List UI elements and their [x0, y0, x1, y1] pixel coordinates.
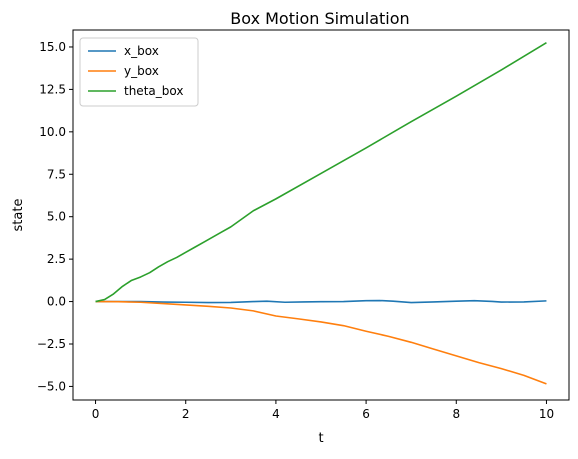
series-line-theta-box [95, 42, 547, 303]
series-line-x-box [95, 299, 547, 304]
x-tick-label: 6 [362, 407, 370, 421]
y-tick-label: 15.0 [39, 40, 66, 54]
legend-box [79, 37, 199, 107]
y-tick-label: −5.0 [37, 379, 66, 393]
x-axis-label: t [318, 431, 323, 446]
y-tick-label: 10.0 [39, 125, 66, 139]
x-tick-label: 2 [182, 407, 190, 421]
y-tick-label: 5.0 [47, 210, 66, 224]
y-tick-label: 0.0 [47, 295, 66, 309]
chart-title: Box Motion Simulation [230, 9, 409, 28]
y-tick-label: −2.5 [37, 337, 66, 351]
y-tick-label: 12.5 [39, 82, 66, 96]
y-tick-label: 7.5 [47, 167, 66, 181]
legend: x_box y_box theta_box [79, 37, 199, 107]
y-tick-label: 2.5 [47, 252, 66, 266]
x-tick-label: 8 [452, 407, 460, 421]
x-tick-label: 10 [539, 407, 554, 421]
y-axis-label: state [11, 199, 26, 232]
x-tick-label: 4 [272, 407, 280, 421]
legend-label: x_box [124, 44, 159, 58]
y-axis: −5.0 −2.5 0.0 2.5 5.0 7.5 10.0 12.5 15.0 [37, 40, 73, 393]
legend-label: y_box [124, 64, 159, 78]
x-axis: 0 2 4 6 8 10 [92, 400, 554, 421]
plot-area-frame [72, 29, 570, 401]
series-lines [95, 42, 547, 385]
legend-label: theta_box [124, 84, 183, 98]
x-tick-label: 0 [92, 407, 100, 421]
series-line-y-box [95, 300, 547, 385]
